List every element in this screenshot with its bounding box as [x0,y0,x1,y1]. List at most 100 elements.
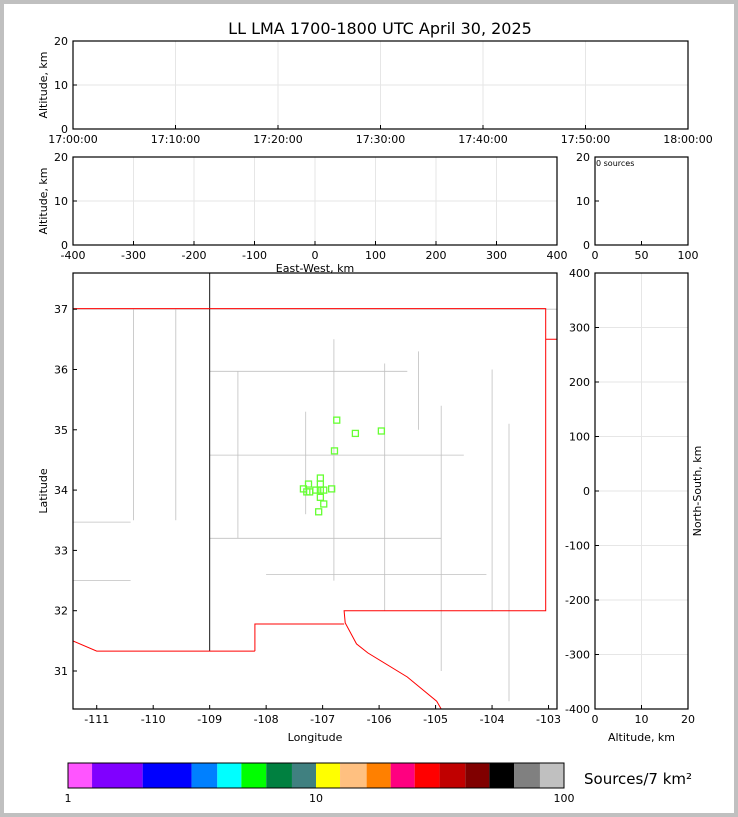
ew_alt-panel: -400 -300 -200 -100 0 100 200 300 400 0 10 20 Altitu… [37,151,568,275]
state-border-red [73,308,557,709]
x-tick-label: -109 [197,713,222,726]
x-tick-label: 300 [486,249,507,262]
ew_alt-xlabel: East-West, km [276,262,354,275]
lma-figure: LL LMA 1700-1800 UTC April 30, 2025 17:0… [4,4,734,813]
y-tick-label: 0 [583,239,590,252]
x-tick-label: -200 [182,249,207,262]
colorbar-tick-label: 10 [309,792,323,805]
plan-frame [72,272,558,710]
y-tick-label: 33 [54,544,68,557]
x-tick-label: -110 [141,713,166,726]
colorbar-tick-label: 100 [554,792,575,805]
x-tick-label: 0 [312,249,319,262]
source-point [320,500,328,508]
colorbar-swatch [217,763,242,788]
map-layer [73,273,557,709]
source-point [304,480,313,488]
y-tick-label: 0 [61,239,68,252]
y-tick-label: 34 [54,484,68,497]
plan-xlabel: Longitude [288,731,343,744]
x-tick-label: 18:00:00 [663,133,712,146]
colorbar-swatch [439,763,466,788]
y-tick-label: 300 [569,322,590,335]
y-tick-label: 10 [54,79,68,92]
alt_hist-frame [594,156,689,246]
alt_ns-panel: 0 10 20 -400 -300 -200 -100 0 100 200 300 400 North-… [565,267,704,744]
y-tick-label: -200 [565,594,590,607]
ew_alt-frame [72,156,558,246]
source-point [303,488,311,496]
y-tick-label: 20 [576,151,590,164]
colorbar-swatch [241,763,267,788]
source-point [316,493,325,501]
y-tick-label: 10 [576,195,590,208]
x-tick-label: 50 [635,249,649,262]
x-tick-label: 0 [592,713,599,726]
x-tick-label: 17:40:00 [458,133,507,146]
x-tick-label: -108 [254,713,279,726]
y-tick-label: 36 [54,363,68,376]
y-tick-label: 20 [54,151,68,164]
colorbar: 1 10 100 Sources/7 km² [65,762,692,805]
x-tick-label: 100 [678,249,699,262]
colorbar-swatch [390,763,415,788]
x-tick-label: 20 [681,713,695,726]
colorbar-swatch [414,763,440,788]
x-tick-label: 10 [635,713,649,726]
y-tick-label: 20 [54,35,68,48]
colorbar-swatch [465,763,490,788]
y-tick-label: -400 [565,703,590,716]
border-us-mexico [254,623,345,652]
y-tick-label: 400 [569,267,590,280]
y-tick-label: 100 [569,431,590,444]
colorbar-swatch [291,763,316,788]
alt_ns-frame [594,272,689,710]
alt_ns-ylabel: North-South, km [691,446,704,537]
y-tick-label: 0 [583,485,590,498]
x-tick-label: -104 [480,713,505,726]
y-tick-label: 10 [54,195,68,208]
x-tick-label: 0 [592,249,599,262]
alt_ns-xlabel: Altitude, km [608,731,675,744]
y-tick-label: 200 [569,376,590,389]
source-count-annotation: 0 sources [596,159,634,168]
border-us-mexico-az [73,640,255,652]
x-tick-label: 17:00:00 [48,133,97,146]
x-tick-label: -105 [423,713,448,726]
colorbar-frame [67,762,565,789]
x-tick-label: 17:30:00 [356,133,405,146]
colorbar-swatch [92,763,143,788]
x-tick-label: -111 [84,713,109,726]
source-point [333,416,341,424]
x-tick-label: -103 [536,713,561,726]
source-point [315,508,323,516]
x-tick-label: 100 [365,249,386,262]
y-tick-label: 37 [54,303,68,316]
source-point [351,429,360,438]
source-point [312,486,320,494]
alt_hist-panel: 0 50 100 0 10 20 0 sources [576,151,699,262]
source-point [320,486,328,494]
colorbar-swatch [316,763,341,788]
y-tick-label: 32 [54,605,68,618]
x-tick-label: 17:10:00 [151,133,200,146]
colorbar-swatch [68,763,93,788]
y-tick-label: -100 [565,540,590,553]
y-tick-label: 0 [61,123,68,136]
colorbar-swatch [366,763,391,788]
x-tick-label: 17:50:00 [561,133,610,146]
colorbar-swatch [266,763,292,788]
colorbar-swatch [539,763,564,788]
y-tick-label: -300 [565,649,590,662]
x-tick-label: -400 [61,249,86,262]
colorbar-swatch [340,763,367,788]
x-tick-label: -100 [242,249,267,262]
x-tick-label: 17:20:00 [253,133,302,146]
time_alt-panel: 17:00:00 17:10:00 17:20:00 17:30:00 17:40:00… [37,35,713,146]
y-tick-label: 31 [54,665,68,678]
time_alt-ylabel: Altitude, km [37,51,50,118]
colorbar-swatch [514,763,540,788]
figure-title: LL LMA 1700-1800 UTC April 30, 2025 [228,19,532,38]
colorbar-swatch [489,763,515,788]
